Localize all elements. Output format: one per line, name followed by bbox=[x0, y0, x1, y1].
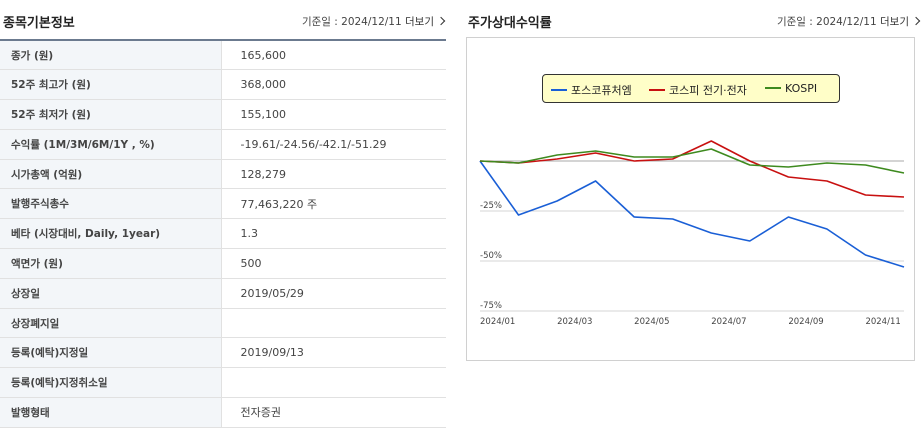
info-row-value: 2019/05/29 bbox=[221, 278, 446, 309]
info-row: 베타 (시장대비, Daily, 1year) 1.3 bbox=[0, 218, 446, 250]
relative-return-ref-date: 기준일 : 2024/12/11 bbox=[776, 16, 877, 28]
info-row-value: 1.3 bbox=[221, 218, 446, 250]
info-row-label: 수익률 (1M/3M/6M/1Y , %) bbox=[0, 129, 222, 160]
info-row-value: -19.61/-24.56/-42.1/-51.29 bbox=[221, 129, 446, 160]
info-row-value: 500 bbox=[221, 248, 446, 279]
info-row-label: 52주 최고가 (원) bbox=[0, 69, 222, 101]
relative-return-title: 주가상대수익률 bbox=[468, 16, 552, 31]
relative-return-more-link[interactable]: 더보기 bbox=[880, 16, 921, 28]
info-row: 수익률 (1M/3M/6M/1Y , %) -19.61/-24.56/-42.1… bbox=[0, 129, 446, 160]
info-row: 발행주식총수 77,463,220 주 bbox=[0, 188, 446, 220]
info-row-label: 액면가 (원) bbox=[0, 248, 222, 279]
series-line-2 bbox=[479, 148, 905, 174]
info-row-label: 베타 (시장대비, Daily, 1year) bbox=[0, 218, 222, 250]
basic-info-header: 종목기본정보 기준일 : 2024/12/11 더보기 bbox=[0, 0, 448, 40]
basic-info-more-link[interactable]: 더보기 bbox=[405, 16, 446, 28]
legend-item: 포스코퓨처엠 bbox=[551, 82, 632, 98]
x-tick-label: 2024/03 bbox=[557, 317, 592, 327]
info-row-label: 등록(예탁)지정일 bbox=[0, 337, 222, 369]
info-row-label: 종가 (원) bbox=[0, 40, 222, 71]
info-row-value: 128,279 bbox=[221, 159, 446, 190]
info-row: 52주 최저가 (원) 155,100 bbox=[0, 99, 446, 130]
legend-item: KOSPI bbox=[765, 82, 817, 95]
legend-label: KOSPI bbox=[785, 82, 818, 95]
info-row-label: 52주 최저가 (원) bbox=[0, 99, 222, 130]
info-row: 52주 최고가 (원) 368,000 bbox=[0, 69, 446, 101]
basic-info-table: 종가 (원) 165,600 52주 최고가 (원) 368,000 52주 최저가 (… bbox=[0, 39, 446, 428]
relative-return-ref: 기준일 : 2024/12/11 더보기 bbox=[776, 14, 921, 29]
info-row: 상장폐지일 bbox=[0, 308, 446, 339]
chevron-right-icon bbox=[436, 16, 446, 26]
y-tick-label: -50% bbox=[480, 251, 502, 261]
x-tick-label: 2024/05 bbox=[634, 317, 669, 327]
x-tick-label: 2024/07 bbox=[711, 317, 746, 327]
basic-info-title: 종목기본정보 bbox=[3, 16, 75, 31]
x-tick-label: 2024/11 bbox=[865, 317, 900, 327]
info-row: 시가총액 (억원) 128,279 bbox=[0, 159, 446, 190]
relative-return-header: 주가상대수익률 기준일 : 2024/12/11 더보기 bbox=[466, 0, 923, 40]
series-line-0 bbox=[479, 160, 905, 268]
chart-legend: 포스코퓨처엠 코스피 전기·전자 KOSPI bbox=[542, 74, 840, 103]
chart-svg: -25% -50% -75% 2024/01 2024/03 2024/05 2024/07… bbox=[479, 140, 905, 327]
info-row: 등록(예탁)지정취소일 bbox=[0, 367, 446, 399]
info-row-label: 상장일 bbox=[0, 278, 222, 309]
info-row-value: 165,600 bbox=[221, 40, 446, 71]
info-row: 액면가 (원) 500 bbox=[0, 248, 446, 279]
series-line-1 bbox=[479, 140, 905, 198]
legend-item: 코스피 전기·전자 bbox=[649, 82, 747, 98]
legend-label: 코스피 전기·전자 bbox=[669, 84, 747, 97]
info-row-value bbox=[221, 308, 446, 339]
y-tick-label: -25% bbox=[480, 201, 502, 211]
legend-swatch bbox=[765, 87, 781, 89]
info-row: 상장일 2019/05/29 bbox=[0, 278, 446, 309]
info-row-value: 2019/09/13 bbox=[221, 337, 446, 369]
relative-return-chart: -25% -50% -75% 2024/01 2024/03 2024/05 2024/07… bbox=[466, 37, 915, 361]
info-row-label: 발행형태 bbox=[0, 397, 222, 428]
info-row: 종가 (원) 165,600 bbox=[0, 40, 446, 71]
basic-info-panel: 종목기본정보 기준일 : 2024/12/11 더보기 종가 (원) 165,60… bbox=[0, 0, 448, 444]
info-row-value: 155,100 bbox=[221, 99, 446, 130]
info-row-label: 발행주식총수 bbox=[0, 188, 222, 220]
info-row-value: 전자증권 bbox=[221, 397, 446, 428]
info-row: 등록(예탁)지정일 2019/09/13 bbox=[0, 337, 446, 369]
y-tick-label: -75% bbox=[480, 301, 502, 311]
info-row-label: 시가총액 (억원) bbox=[0, 159, 222, 190]
legend-swatch bbox=[649, 89, 665, 91]
info-row-value bbox=[221, 367, 446, 399]
relative-return-panel: 주가상대수익률 기준일 : 2024/12/11 더보기 -25% -50% -75… bbox=[466, 0, 923, 444]
info-row: 발행형태 전자증권 bbox=[0, 397, 446, 428]
x-tick-label: 2024/01 bbox=[480, 317, 515, 327]
x-tick-label: 2024/09 bbox=[788, 317, 823, 327]
legend-swatch bbox=[551, 89, 567, 91]
info-row-label: 등록(예탁)지정취소일 bbox=[0, 367, 222, 399]
info-row-value: 77,463,220 주 bbox=[221, 188, 446, 220]
chevron-right-icon bbox=[911, 16, 921, 26]
info-row-value: 368,000 bbox=[221, 69, 446, 101]
basic-info-ref-date: 기준일 : 2024/12/11 bbox=[301, 16, 402, 28]
basic-info-ref: 기준일 : 2024/12/11 더보기 bbox=[301, 14, 446, 29]
legend-label: 포스코퓨처엠 bbox=[571, 84, 632, 97]
info-row-label: 상장폐지일 bbox=[0, 308, 222, 339]
